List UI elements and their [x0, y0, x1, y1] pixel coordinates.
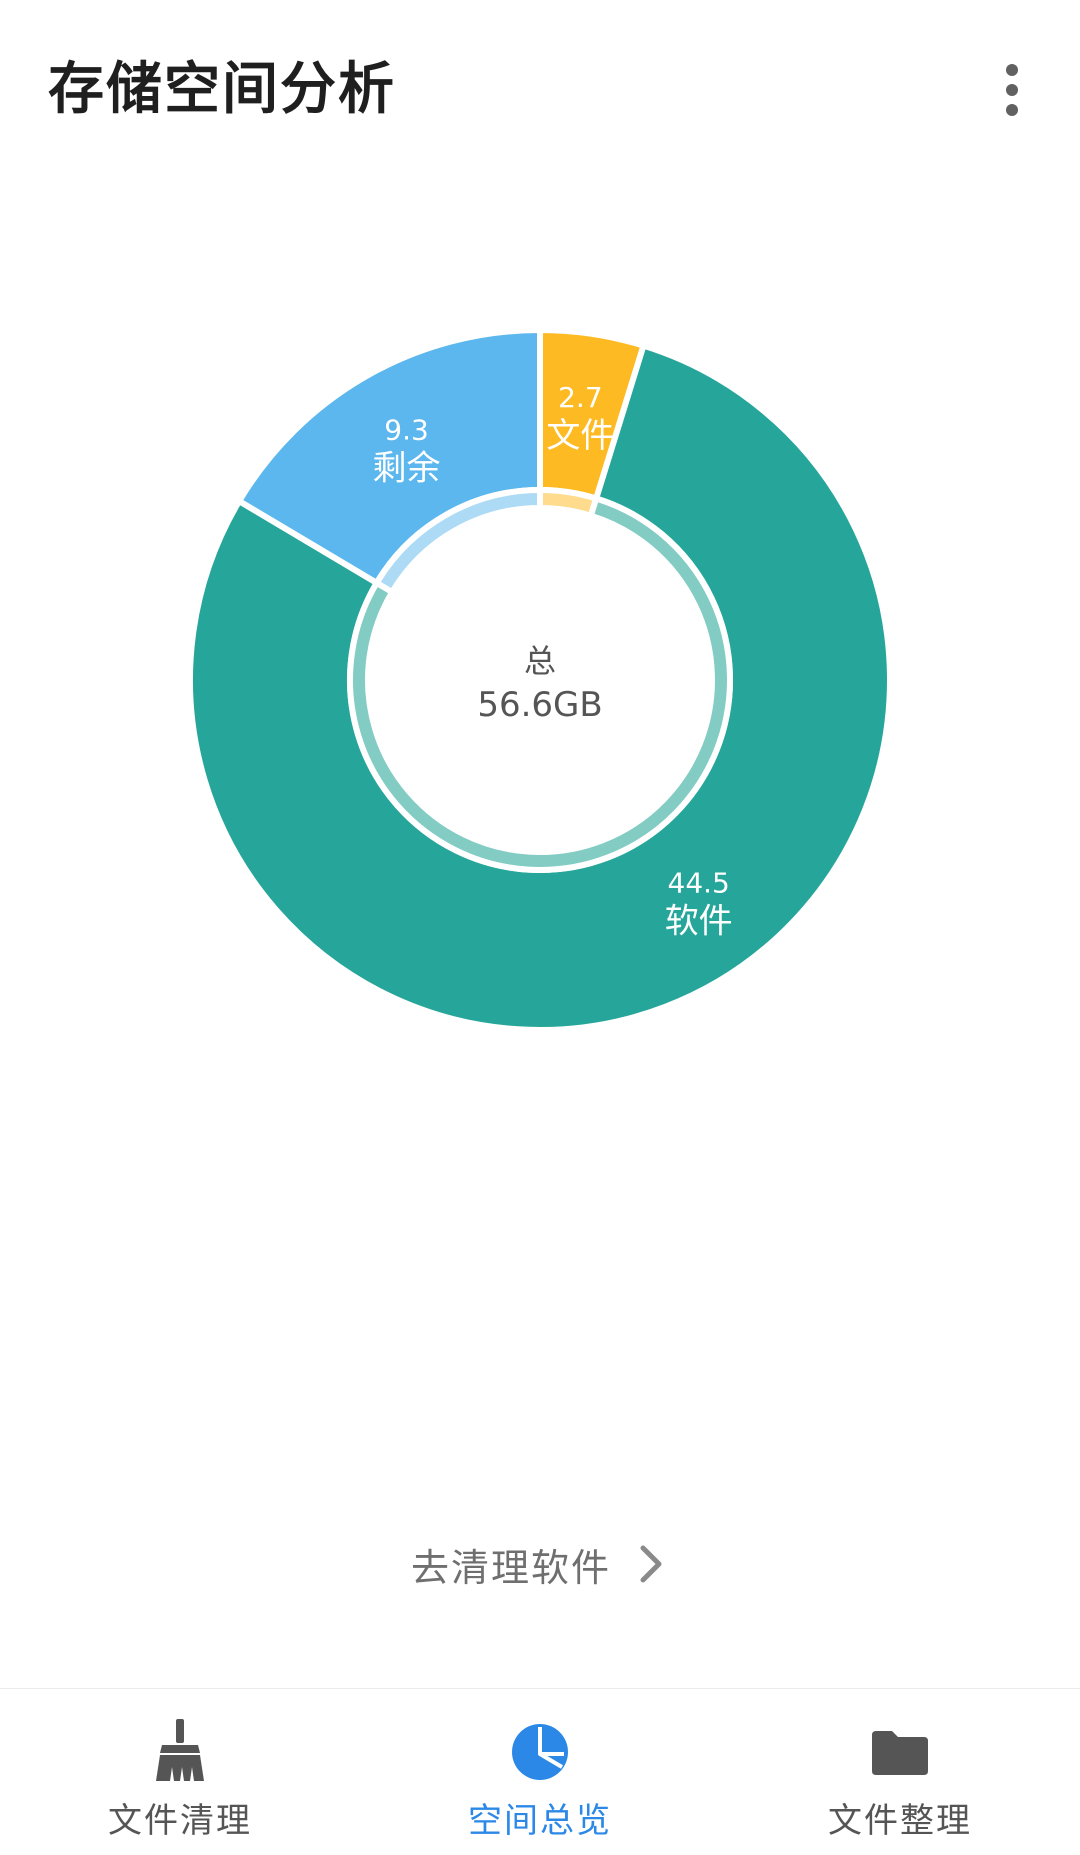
app-bar: 存储空间分析 [0, 0, 1080, 190]
nav-label-space-overview: 空间总览 [468, 1801, 612, 1841]
more-vert-icon [1006, 64, 1018, 76]
center-label: 总 [524, 642, 556, 680]
slice-name-label-0: 文件 [546, 416, 614, 456]
more-options-button[interactable] [984, 56, 1040, 124]
nav-label-file-clean: 文件清理 [108, 1801, 252, 1841]
slice-value-label-1: 44.5 [668, 866, 730, 899]
nav-item-space-overview[interactable]: 空间总览 [360, 1689, 720, 1855]
storage-donut-chart: 2.7 文件 44.5 软件 9.3 剩余 总 56.6GB [0, 300, 1080, 1080]
slice-value-label-2: 9.3 [384, 413, 429, 446]
more-vert-icon-dot [1006, 104, 1018, 116]
chevron-right-icon [640, 1545, 662, 1583]
bottom-navigation: 文件清理 空间总览 文件整理 [0, 1688, 1080, 1855]
clean-software-link[interactable]: 去清理软件 [0, 1534, 1080, 1594]
page-title: 存储空间分析 [48, 57, 396, 122]
donut-center-hole [368, 508, 712, 852]
slice-name-label-2: 剩余 [373, 448, 441, 488]
pie-chart-icon [512, 1724, 568, 1780]
donut-chart-svg: 2.7文件 44.5软件 9.3剩余 总 56.6GB [187, 326, 893, 1033]
clean-software-label: 去清理软件 [410, 1545, 611, 1590]
nav-item-file-clean[interactable]: 文件清理 [0, 1689, 360, 1855]
slice-name-label-1: 软件 [665, 901, 733, 941]
center-total-value: 56.6GB [477, 685, 602, 725]
more-vert-icon-dot [1006, 84, 1018, 96]
broom-icon [156, 1719, 204, 1781]
nav-item-file-organize[interactable]: 文件整理 [720, 1689, 1080, 1855]
slice-value-label-0: 2.7 [558, 381, 603, 414]
folder-icon [872, 1731, 928, 1775]
nav-label-file-organize: 文件整理 [828, 1801, 972, 1841]
